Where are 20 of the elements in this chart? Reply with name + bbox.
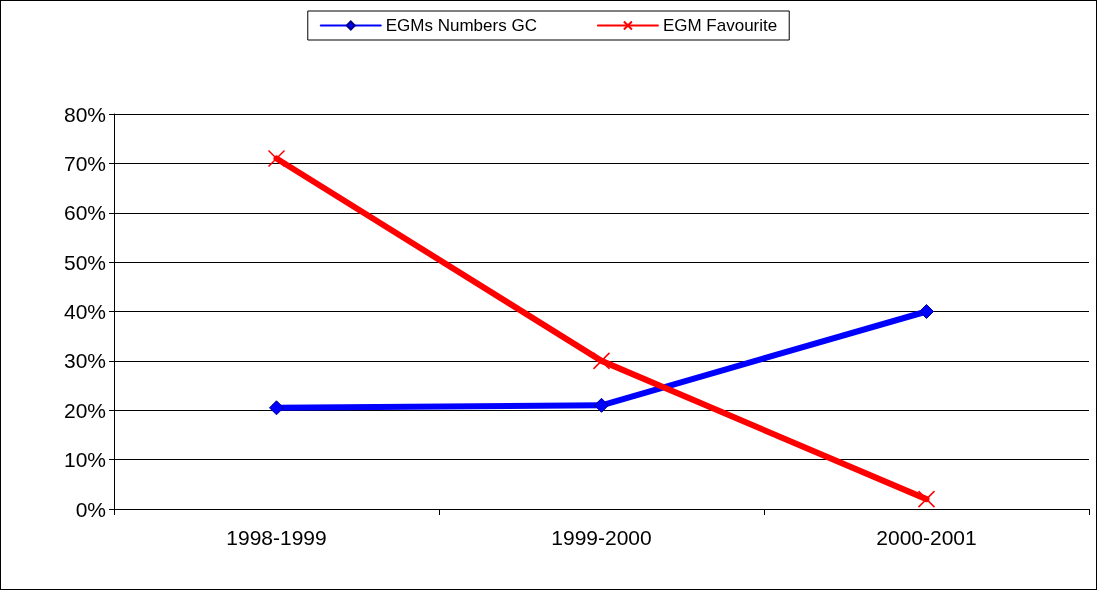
point bbox=[267, 149, 286, 168]
y-tick-label: 10% bbox=[63, 448, 106, 472]
point bbox=[269, 400, 284, 416]
y-tick-label: 20% bbox=[63, 398, 106, 422]
legend-label: EGM Favourite bbox=[662, 16, 778, 35]
y-tick-label: 30% bbox=[63, 349, 106, 373]
x-tick-label: 1998-1999 bbox=[226, 526, 327, 549]
y-tick-label: 80% bbox=[63, 102, 106, 126]
x-tick-label: 2000-2001 bbox=[876, 526, 977, 549]
point bbox=[919, 304, 934, 319]
y-tick-label: 40% bbox=[63, 300, 106, 323]
x-tick-label: 1999-2000 bbox=[551, 526, 652, 549]
point bbox=[917, 490, 936, 508]
y-tick-label: 60% bbox=[63, 201, 106, 225]
legend-label: EGMs Numbers GC bbox=[385, 16, 537, 35]
y-tick-label: 50% bbox=[63, 250, 106, 274]
y-tick-label: 70% bbox=[63, 151, 106, 175]
point bbox=[594, 397, 609, 413]
y-tick-label: 0% bbox=[75, 497, 106, 521]
point bbox=[592, 352, 611, 370]
